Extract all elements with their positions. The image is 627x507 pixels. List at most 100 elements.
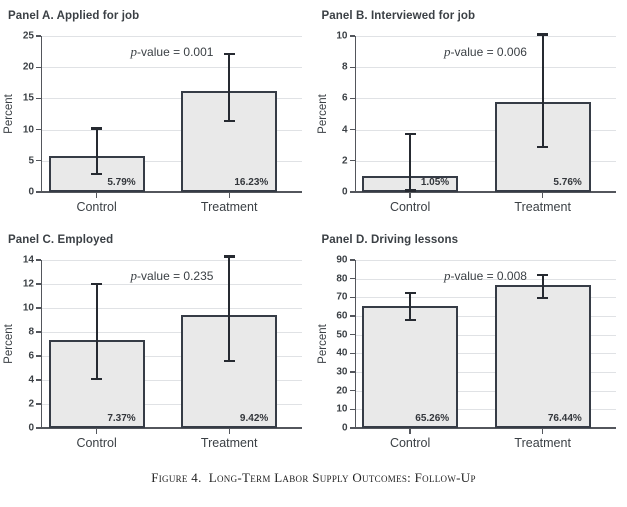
y-tick-label: 8 [28, 326, 34, 338]
gridline [42, 404, 302, 405]
y-tick-mark [36, 355, 41, 357]
y-tick-label: 10 [22, 302, 34, 314]
bar-value-label: 76.44% [547, 413, 582, 424]
y-tick-label: 15 [22, 92, 34, 104]
y-tick-label: 10 [336, 403, 348, 415]
y-tick-mark [349, 128, 355, 131]
y-axis-line [41, 36, 43, 193]
x-tick-mark [95, 193, 98, 198]
gridline [355, 67, 616, 69]
y-tick-mark [349, 259, 355, 261]
y-tick-label: 0 [341, 186, 348, 198]
error-bar-control [95, 284, 98, 379]
y-tick-label: 14 [22, 254, 34, 266]
y-tick-mark [349, 296, 355, 299]
bar-value-label: 7.37% [107, 413, 136, 424]
y-tick-label: 6 [341, 92, 348, 104]
x-label-treatment: Treatment [200, 200, 258, 214]
y-tick-mark [36, 160, 41, 162]
y-tick-mark [349, 191, 355, 193]
y-tick-mark [36, 283, 41, 285]
error-cap-top-treatment [537, 33, 549, 36]
p-text: -value = 0.001 [137, 45, 214, 59]
gridline [355, 260, 616, 261]
y-tick-mark [349, 427, 355, 429]
y-tick-mark [36, 35, 41, 37]
error-bar-treatment [228, 256, 231, 361]
gridline [42, 129, 302, 131]
plot-area: 65.26% 76.44% p-value = 0.008 [354, 260, 616, 429]
y-tick-label: 20 [336, 385, 348, 397]
y-tick-mark [36, 403, 41, 405]
y-tick-label: 90 [336, 254, 348, 266]
bar-value-label: 16.23% [234, 177, 269, 188]
error-cap-bottom-treatment [537, 145, 549, 148]
y-tick-label: 4 [28, 374, 34, 386]
bar-control [362, 306, 459, 428]
y-tick-label: 10 [22, 124, 34, 136]
p-value-label: p-value = 0.235 [131, 268, 214, 284]
y-tick-mark [36, 97, 41, 100]
plot-area: 5.79% 16.23% p-value = 0.001 [41, 36, 302, 193]
y-tick-mark [349, 315, 355, 317]
error-bar-control [409, 134, 412, 191]
gridline [42, 260, 302, 261]
y-tick-mark [349, 35, 355, 37]
gridline [355, 334, 616, 336]
gridline [42, 356, 302, 357]
figure-caption: Figure 4. Long-Term Labor Supply Outcome… [151, 470, 476, 485]
gridline [355, 353, 616, 355]
y-axis-line [354, 260, 356, 429]
x-axis-line [354, 191, 616, 193]
y-tick-mark [349, 160, 355, 162]
gridline [42, 308, 302, 309]
p-text: -value = 0.235 [137, 269, 214, 283]
error-bar-treatment [541, 34, 544, 147]
gridline [355, 372, 616, 373]
error-cap-bottom-treatment [537, 297, 549, 300]
panel-b: Panel B. Interviewed for job Percent 1.05… [314, 2, 627, 220]
error-cap-bottom-control [91, 172, 103, 176]
p-value-label: p-value = 0.008 [444, 268, 527, 284]
gridline [355, 98, 616, 100]
error-cap-top-control [404, 133, 416, 136]
x-label-treatment: Treatment [514, 200, 571, 214]
error-cap-top-control [91, 283, 103, 286]
panel-b-chart: Percent 1.05% 5.76% p-value = 0.006 0 2 4 6 8 10 C… [314, 24, 627, 220]
y-tick-mark [36, 427, 41, 429]
gridline [42, 380, 302, 381]
error-cap-bottom-treatment [223, 119, 235, 123]
gridline [355, 297, 616, 299]
gridline [42, 160, 302, 162]
y-tick-label: 0 [28, 186, 34, 198]
x-tick-mark [409, 429, 411, 434]
gridline [355, 316, 616, 317]
error-cap-bottom-control [404, 189, 416, 192]
y-tick-label: 20 [22, 61, 34, 73]
error-bar-control [95, 128, 98, 174]
y-tick-label: 12 [22, 278, 34, 290]
y-tick-label: 4 [341, 124, 348, 136]
panel-a-title: Panel A. Applied for job [8, 10, 140, 22]
x-tick-mark [228, 429, 230, 434]
y-tick-mark [349, 97, 355, 100]
y-tick-label: 80 [336, 273, 348, 285]
y-tick-mark [349, 389, 355, 392]
panel-b-title: Panel B. Interviewed for job [321, 10, 476, 22]
y-tick-mark [349, 66, 355, 68]
error-cap-bottom-control [404, 318, 416, 321]
p-italic: p [444, 268, 451, 283]
plot-area: 7.37% 9.42% p-value = 0.235 [41, 255, 302, 429]
gridline [355, 129, 616, 131]
panels-grid: Panel A. Applied for job Percent 5.79% 16.… [3, 2, 627, 450]
p-value-label: p-value = 0.001 [131, 44, 214, 60]
error-bar-control [409, 293, 412, 320]
y-tick-label: 25 [22, 30, 34, 42]
error-bar-treatment [541, 275, 544, 299]
y-tick-mark [36, 331, 41, 333]
gridline [42, 36, 302, 37]
error-cap-top-control [91, 127, 103, 130]
y-tick-mark [349, 408, 355, 411]
panel-c-title: Panel C. Employed [8, 234, 114, 246]
